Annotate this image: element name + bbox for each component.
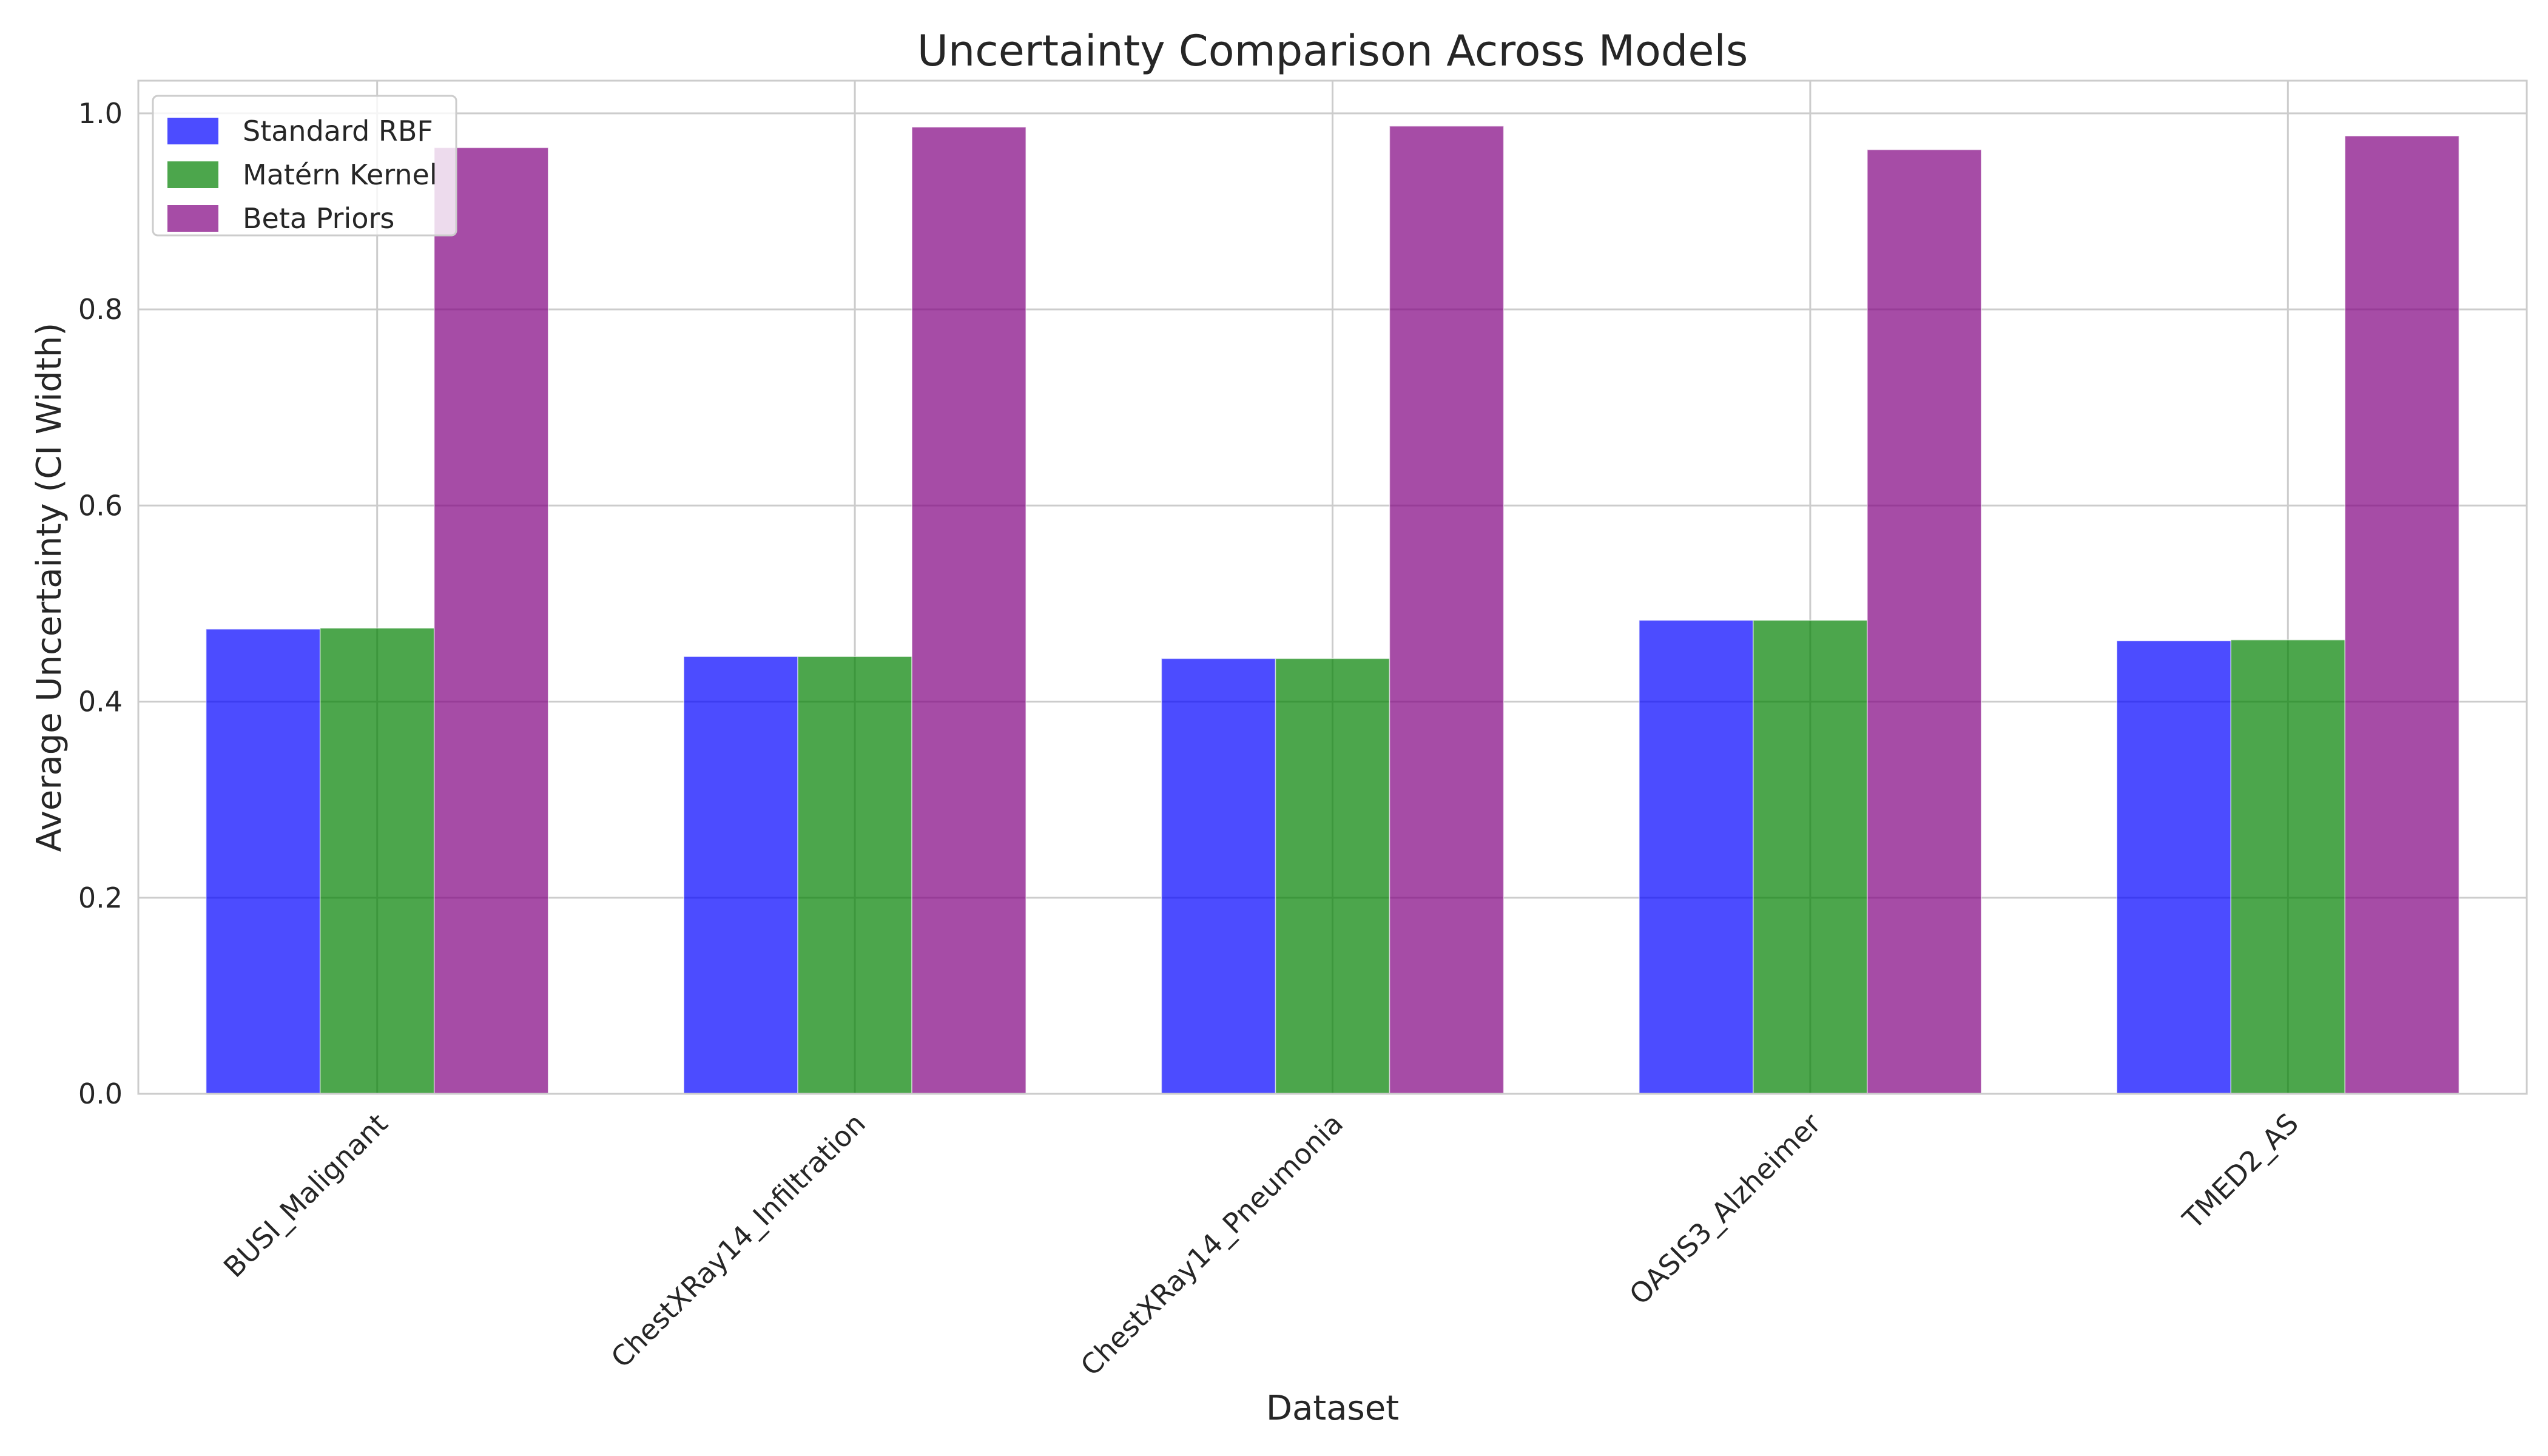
bar-standard-rbf-2 bbox=[1161, 658, 1276, 1094]
bar-beta-priors-0 bbox=[433, 147, 549, 1094]
y-tick-label: 0.8 bbox=[78, 293, 123, 326]
bar-mat-rn-kernel-0 bbox=[319, 627, 435, 1094]
y-tick-label: 0.6 bbox=[78, 489, 123, 522]
y-tick-label: 0.2 bbox=[78, 881, 123, 914]
plot-frame bbox=[137, 79, 2528, 1095]
legend-box bbox=[152, 95, 457, 237]
bar-beta-priors-1 bbox=[911, 126, 1026, 1094]
bar-mat-rn-kernel-4 bbox=[2230, 639, 2346, 1094]
chart-title: Uncertainty Comparison Across Models bbox=[917, 26, 1748, 76]
y-tick-label: 0.0 bbox=[78, 1077, 123, 1110]
legend-label: Beta Priors bbox=[243, 202, 394, 235]
y-axis-ticks: 0.0 0.2 0.4 0.6 0.8 1.0 bbox=[78, 97, 123, 1110]
bar-beta-priors-4 bbox=[2344, 135, 2460, 1094]
legend-label: Matérn Kernel bbox=[243, 158, 437, 191]
bar-mat-rn-kernel-2 bbox=[1275, 658, 1390, 1094]
legend-swatch bbox=[167, 161, 218, 188]
legend-swatch bbox=[167, 205, 218, 232]
bars bbox=[205, 126, 2460, 1094]
x-axis-title: Dataset bbox=[1266, 1389, 1399, 1428]
legend-swatch bbox=[167, 118, 218, 144]
bar-beta-priors-3 bbox=[1867, 149, 1982, 1094]
bar-mat-rn-kernel-1 bbox=[797, 656, 912, 1094]
bar-standard-rbf-3 bbox=[1639, 619, 1754, 1094]
bar-standard-rbf-4 bbox=[2116, 640, 2232, 1094]
y-tick-label: 1.0 bbox=[78, 97, 123, 130]
legend: Standard RBF Matérn Kernel Beta Priors bbox=[152, 95, 457, 237]
bar-mat-rn-kernel-3 bbox=[1753, 619, 1868, 1094]
bar-standard-rbf-0 bbox=[205, 629, 321, 1094]
bar-beta-priors-2 bbox=[1389, 126, 1505, 1094]
legend-label: Standard RBF bbox=[243, 115, 433, 147]
y-axis-title: Average Uncertainty (CI Width) bbox=[30, 323, 69, 852]
y-tick-label: 0.4 bbox=[78, 686, 123, 718]
bar-standard-rbf-1 bbox=[683, 656, 798, 1094]
